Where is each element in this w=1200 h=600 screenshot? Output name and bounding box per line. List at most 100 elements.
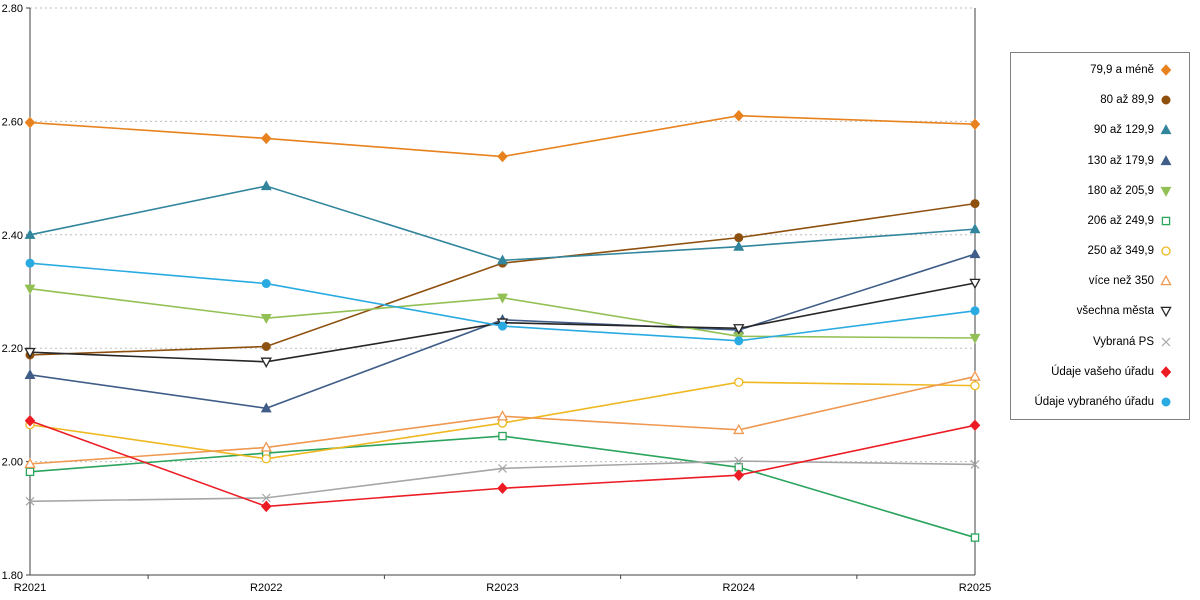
data-point-marker [24, 116, 36, 129]
legend-label: 80 až 89,9 [1100, 94, 1154, 107]
legend-marker-glyph [1161, 337, 1171, 346]
data-point-marker [498, 321, 507, 331]
x-axis-tick-label: R2022 [250, 582, 282, 594]
data-point-marker [734, 377, 744, 387]
x-axis-tick-label: R2021 [14, 582, 46, 594]
data-point-marker [261, 454, 271, 464]
legend-item: 250 až 349,9 [1019, 244, 1173, 258]
data-point-marker [260, 357, 272, 368]
data-point-marker [260, 132, 272, 145]
x-marker-icon [1161, 337, 1171, 346]
y-axis-tick-label: 2.20 [2, 343, 23, 355]
legend-item: Údaje vybraného úřadu [1019, 395, 1173, 409]
legend-item: Údaje vašeho úřadu [1019, 365, 1173, 379]
data-point-marker [734, 336, 744, 346]
legend-item: 206 až 249,9 [1019, 214, 1173, 228]
data-point-marker [969, 333, 981, 344]
data-point-marker [970, 460, 980, 469]
legend-label: Vybraná PS [1093, 335, 1154, 348]
legend-item: 79,9 a méně [1019, 63, 1173, 77]
triangle-up-marker-icon [1160, 275, 1172, 286]
legend-marker-glyph [1160, 307, 1172, 318]
triangle-down-marker-icon [1160, 307, 1172, 318]
data-point-marker [261, 279, 271, 289]
data-point-marker [260, 402, 272, 413]
data-point-marker [498, 463, 507, 473]
y-axis-tick-label: 1.80 [2, 570, 23, 582]
y-axis-tick-label: 2.40 [2, 230, 23, 242]
data-point-marker [25, 258, 35, 268]
data-point-marker [970, 380, 980, 391]
legend-item: všechna města [1019, 304, 1173, 318]
triangle-up-marker-icon [1160, 154, 1172, 165]
data-point-marker [733, 423, 745, 435]
legend-label: 180 až 205,9 [1087, 184, 1154, 197]
data-point-marker [970, 306, 980, 316]
x-axis-tick-label: R2024 [723, 582, 755, 594]
data-point-marker [24, 228, 36, 239]
diamond-marker-icon [1160, 64, 1172, 76]
data-point-marker [260, 180, 272, 191]
x-axis-tick-label: R2025 [959, 582, 991, 594]
data-point-marker [260, 441, 272, 452]
data-point-marker [497, 482, 508, 494]
data-point-marker [24, 457, 36, 469]
legend-label: Údaje vybraného úřadu [1034, 395, 1154, 408]
data-point-marker [970, 533, 980, 542]
legend-item: 180 až 205,9 [1019, 184, 1173, 198]
data-point-marker [969, 419, 981, 432]
legend-marker-glyph [1160, 154, 1172, 165]
legend-item: 130 až 179,9 [1019, 154, 1173, 168]
legend-label: 250 až 349,9 [1087, 245, 1154, 258]
legend-marker-glyph [1160, 186, 1172, 197]
data-point-marker [261, 493, 271, 503]
circle-marker-icon [1161, 95, 1171, 105]
data-point-marker [24, 284, 36, 295]
data-point-marker [497, 293, 508, 304]
legend-label: 90 až 129,9 [1093, 124, 1154, 137]
triangle-down-marker-icon [1160, 186, 1172, 197]
data-point-marker [24, 369, 36, 379]
legend-marker-glyph [1161, 95, 1171, 105]
triangle-up-marker-icon [1160, 124, 1172, 135]
data-point-marker [498, 431, 507, 441]
data-point-marker [733, 469, 745, 481]
data-point-marker [24, 347, 36, 359]
chart-legend: 79,9 a méně 80 až 89,9 90 až 129,9 130 až 1… [1010, 52, 1190, 420]
data-point-marker [25, 467, 35, 477]
data-point-marker [734, 233, 744, 243]
data-point-marker [733, 324, 745, 335]
circle-marker-icon [1161, 397, 1171, 407]
legend-label: 79,9 a méně [1090, 64, 1154, 76]
data-point-marker [25, 496, 35, 506]
diamond-marker-icon [1160, 365, 1172, 378]
data-point-marker [260, 500, 272, 513]
legend-item: Vybraná PS [1019, 335, 1173, 349]
legend-marker-glyph [1161, 216, 1171, 226]
data-point-marker [969, 118, 981, 130]
legend-label: více než 350 [1088, 275, 1154, 288]
data-point-marker [497, 150, 508, 163]
y-axis-tick-label: 2.00 [2, 457, 23, 469]
legend-marker-glyph [1160, 365, 1172, 378]
data-point-marker [734, 456, 744, 466]
data-point-marker [733, 109, 745, 122]
legend-item: 80 až 89,9 [1019, 93, 1173, 107]
legend-label: 206 až 249,9 [1087, 214, 1154, 227]
square-marker-icon [1161, 216, 1171, 226]
data-point-marker [497, 254, 508, 265]
legend-label: Údaje vašeho úřadu [1051, 365, 1154, 378]
legend-marker-glyph [1160, 124, 1172, 135]
y-axis-tick-label: 2.60 [2, 116, 23, 128]
series-line [29, 185, 976, 262]
data-point-marker [24, 415, 36, 427]
series-line [29, 253, 976, 410]
legend-item: 90 až 129,9 [1019, 123, 1173, 137]
data-point-marker [733, 240, 745, 251]
circle-marker-icon [1161, 246, 1171, 256]
data-point-marker [261, 341, 271, 351]
legend-marker-glyph [1161, 246, 1171, 256]
data-point-marker [969, 223, 981, 234]
legend-label: všechna města [1076, 305, 1154, 318]
